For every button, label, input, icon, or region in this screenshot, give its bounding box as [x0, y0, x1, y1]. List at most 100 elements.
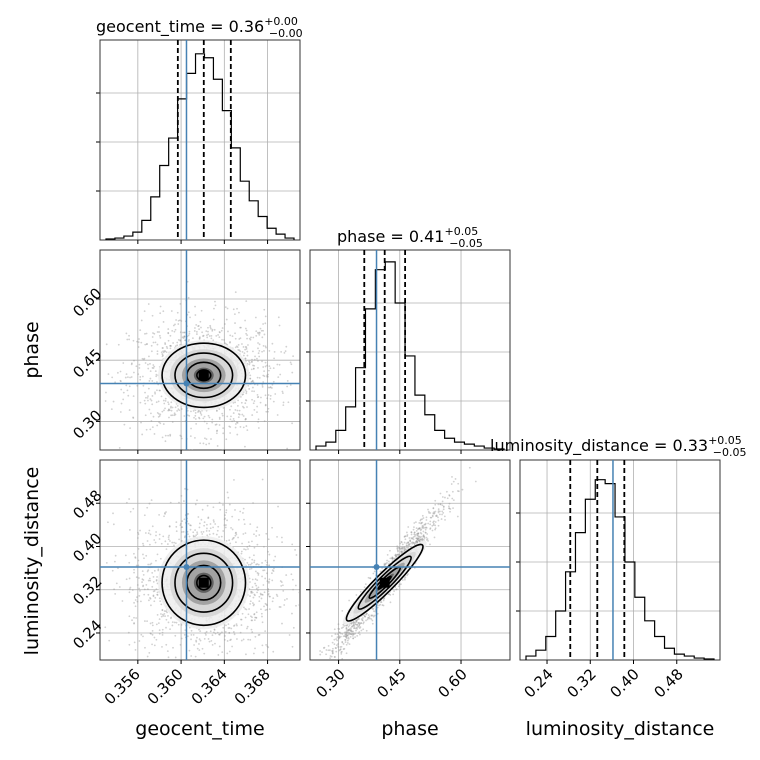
sample-point	[138, 363, 141, 366]
sample-point	[196, 636, 198, 639]
sample-point	[343, 635, 346, 637]
sample-point	[367, 576, 370, 579]
sample-point	[235, 533, 238, 536]
sample-point	[422, 517, 425, 519]
sample-point	[418, 527, 421, 530]
sample-point	[344, 639, 347, 642]
sample-point	[299, 405, 300, 407]
sample-point	[234, 332, 236, 335]
sample-point	[142, 553, 144, 556]
sample-point	[254, 582, 257, 585]
sample-point	[249, 523, 252, 526]
sample-point	[420, 522, 422, 525]
sample-point	[242, 393, 245, 396]
sample-point	[395, 554, 398, 557]
sample-point	[260, 597, 263, 600]
sample-point	[323, 646, 326, 649]
sample-point	[133, 641, 136, 644]
sample-point	[305, 383, 307, 385]
sample-point	[240, 618, 243, 621]
sample-point	[345, 627, 348, 629]
sample-point	[342, 648, 345, 651]
sample-point	[218, 331, 221, 333]
sample-point	[289, 361, 292, 364]
sample-point	[391, 557, 394, 560]
sample-point	[171, 541, 174, 544]
sample-point	[128, 334, 130, 337]
sample-point	[149, 597, 152, 600]
sample-point	[391, 557, 394, 560]
sample-point	[194, 418, 197, 420]
sample-point	[207, 427, 210, 430]
sample-point	[149, 563, 152, 566]
sample-point	[415, 537, 418, 540]
sample-point	[144, 332, 146, 335]
sample-point	[256, 411, 258, 414]
sample-point	[304, 395, 306, 397]
sample-point	[451, 476, 453, 478]
sample-point	[372, 610, 375, 613]
sample-point	[257, 360, 259, 362]
sample-point	[265, 410, 268, 413]
sample-point	[418, 539, 420, 542]
sample-point	[142, 358, 145, 361]
sample-point	[263, 420, 266, 423]
sample-point	[221, 412, 224, 415]
sample-point	[115, 582, 118, 585]
sample-point	[218, 633, 220, 636]
sample-point	[284, 350, 287, 353]
sample-point	[230, 526, 232, 529]
sample-point	[214, 423, 217, 426]
sample-point	[187, 522, 190, 525]
sample-point	[156, 591, 159, 594]
sample-point	[356, 627, 359, 630]
sample-point	[167, 409, 170, 411]
sample-point	[236, 404, 239, 407]
sample-point	[216, 409, 218, 412]
sample-point	[382, 599, 385, 602]
sample-point	[261, 350, 263, 353]
sample-point	[262, 651, 265, 654]
sample-point	[261, 360, 263, 363]
sample-point	[358, 622, 361, 625]
sample-point	[138, 587, 141, 590]
sample-point	[423, 537, 426, 540]
sample-point	[416, 534, 419, 537]
sample-point	[198, 337, 201, 340]
sample-point	[231, 335, 234, 338]
sample-point	[208, 670, 210, 672]
sample-point	[144, 362, 147, 364]
sample-point	[407, 526, 410, 528]
sample-point	[251, 540, 253, 543]
sample-point	[337, 627, 340, 630]
sample-point	[425, 526, 427, 529]
sample-point	[416, 538, 419, 541]
sample-point	[229, 341, 231, 343]
sample-point	[239, 337, 242, 340]
sample-point	[161, 355, 164, 358]
sample-point	[142, 573, 145, 576]
sample-point	[133, 359, 135, 362]
sample-point	[257, 332, 260, 335]
sample-point	[138, 367, 141, 369]
sample-point	[452, 507, 454, 510]
sample-point	[128, 528, 131, 531]
sample-point	[314, 665, 316, 667]
sample-point	[165, 548, 168, 551]
sample-point	[350, 630, 353, 633]
sample-point	[148, 408, 151, 411]
sample-point	[410, 531, 413, 534]
sample-point	[259, 592, 262, 595]
sample-point	[151, 367, 154, 369]
sample-point	[325, 653, 328, 656]
sample-point	[239, 326, 242, 329]
sample-point	[347, 636, 350, 639]
sample-point	[169, 344, 172, 347]
sample-point	[248, 608, 250, 610]
sample-point	[161, 645, 163, 648]
sample-point	[251, 358, 253, 361]
sample-point	[167, 621, 170, 624]
sample-point	[209, 326, 212, 329]
sample-point	[265, 663, 267, 665]
sample-point	[276, 363, 279, 366]
